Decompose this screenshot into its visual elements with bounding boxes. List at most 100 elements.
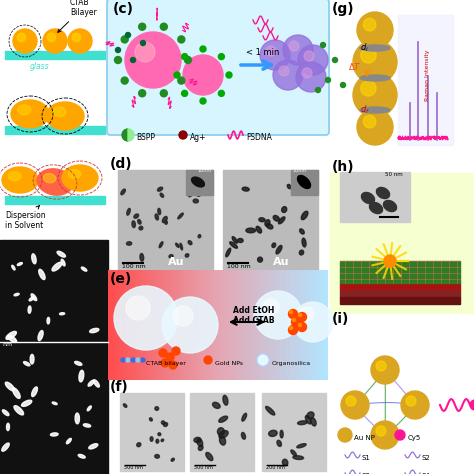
- Ellipse shape: [156, 439, 159, 443]
- Ellipse shape: [90, 328, 99, 333]
- Circle shape: [363, 18, 376, 31]
- Circle shape: [125, 32, 181, 88]
- Ellipse shape: [197, 439, 203, 447]
- Circle shape: [361, 81, 376, 96]
- Ellipse shape: [83, 424, 91, 427]
- Circle shape: [183, 55, 223, 95]
- Text: Organosilica: Organosilica: [272, 361, 311, 366]
- Circle shape: [341, 391, 369, 419]
- Circle shape: [395, 430, 405, 440]
- Bar: [340, 297, 460, 304]
- Ellipse shape: [13, 388, 20, 399]
- Ellipse shape: [62, 165, 98, 191]
- Circle shape: [279, 66, 289, 76]
- Ellipse shape: [2, 167, 38, 193]
- Ellipse shape: [164, 423, 168, 427]
- Ellipse shape: [169, 255, 173, 258]
- Ellipse shape: [180, 243, 182, 250]
- Ellipse shape: [257, 257, 263, 262]
- Ellipse shape: [134, 214, 138, 218]
- Circle shape: [182, 91, 188, 96]
- Text: 10nm: 10nm: [197, 168, 211, 173]
- Circle shape: [406, 396, 416, 406]
- Circle shape: [204, 356, 212, 364]
- Circle shape: [298, 45, 328, 75]
- Ellipse shape: [272, 243, 276, 247]
- Ellipse shape: [302, 238, 306, 247]
- Ellipse shape: [307, 412, 314, 419]
- Ellipse shape: [283, 459, 288, 466]
- Circle shape: [160, 23, 167, 30]
- Circle shape: [173, 306, 193, 326]
- Ellipse shape: [206, 452, 213, 461]
- Ellipse shape: [123, 404, 127, 407]
- Circle shape: [289, 310, 298, 319]
- Circle shape: [200, 46, 206, 52]
- Ellipse shape: [273, 216, 279, 221]
- Ellipse shape: [276, 246, 282, 254]
- Bar: [118, 170, 213, 270]
- Text: Gold NPs: Gold NPs: [215, 361, 243, 366]
- Ellipse shape: [24, 362, 30, 366]
- Ellipse shape: [32, 254, 36, 264]
- Circle shape: [226, 72, 232, 78]
- Ellipse shape: [278, 217, 285, 224]
- Circle shape: [219, 54, 224, 60]
- Text: (c): (c): [113, 2, 134, 16]
- Ellipse shape: [132, 221, 136, 228]
- Text: (f): (f): [110, 380, 129, 394]
- Circle shape: [289, 326, 298, 335]
- Ellipse shape: [301, 187, 306, 194]
- Ellipse shape: [158, 433, 161, 436]
- Circle shape: [363, 115, 376, 128]
- Circle shape: [332, 57, 337, 63]
- Circle shape: [43, 29, 67, 53]
- Ellipse shape: [28, 306, 31, 313]
- Circle shape: [300, 307, 314, 321]
- Text: Ag+: Ag+: [190, 133, 207, 142]
- Circle shape: [121, 36, 128, 43]
- Ellipse shape: [37, 169, 73, 195]
- Ellipse shape: [219, 436, 226, 445]
- Ellipse shape: [266, 224, 273, 229]
- Ellipse shape: [305, 416, 311, 424]
- Ellipse shape: [298, 421, 307, 425]
- Ellipse shape: [198, 235, 201, 238]
- Text: Dispersion
in Solvent: Dispersion in Solvent: [5, 206, 46, 230]
- Circle shape: [182, 54, 188, 60]
- Ellipse shape: [155, 407, 159, 410]
- Text: Au: Au: [168, 257, 184, 267]
- Text: BSPP: BSPP: [136, 133, 155, 142]
- Ellipse shape: [66, 438, 71, 444]
- Circle shape: [159, 349, 167, 357]
- Circle shape: [292, 319, 295, 321]
- Ellipse shape: [269, 430, 277, 437]
- Ellipse shape: [218, 428, 224, 436]
- Ellipse shape: [93, 380, 100, 387]
- Ellipse shape: [280, 430, 283, 438]
- Circle shape: [346, 396, 356, 406]
- Text: 10nm: 10nm: [292, 168, 306, 173]
- Ellipse shape: [60, 313, 64, 315]
- Text: (e): (e): [110, 272, 132, 286]
- Ellipse shape: [39, 269, 45, 280]
- Text: CTAB
Bilayer: CTAB Bilayer: [58, 0, 97, 32]
- Ellipse shape: [50, 433, 58, 436]
- Ellipse shape: [212, 402, 220, 409]
- Circle shape: [260, 40, 290, 70]
- Ellipse shape: [161, 421, 165, 424]
- Bar: [0, 240, 108, 474]
- Ellipse shape: [287, 184, 291, 189]
- Text: S3: S3: [362, 473, 371, 474]
- Text: 100 nm: 100 nm: [122, 264, 146, 269]
- Circle shape: [126, 358, 130, 362]
- Ellipse shape: [188, 241, 192, 245]
- Text: $d_f$: $d_f$: [360, 103, 370, 116]
- Circle shape: [266, 46, 276, 56]
- Ellipse shape: [376, 187, 390, 199]
- Circle shape: [357, 12, 393, 48]
- Ellipse shape: [47, 318, 50, 324]
- Ellipse shape: [277, 440, 282, 447]
- Ellipse shape: [282, 207, 287, 212]
- Ellipse shape: [149, 418, 152, 421]
